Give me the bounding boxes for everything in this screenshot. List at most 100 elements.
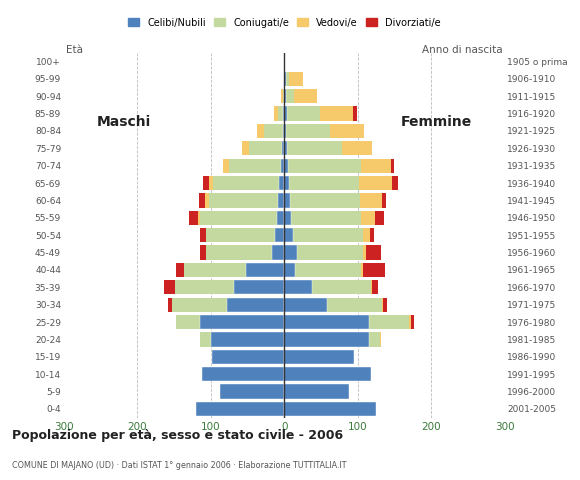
Bar <box>227 298 284 312</box>
Bar <box>264 124 282 138</box>
Bar <box>284 402 376 416</box>
Bar <box>284 315 369 329</box>
Bar <box>284 107 287 121</box>
Bar <box>286 89 295 103</box>
Bar <box>234 280 284 294</box>
Bar <box>383 298 387 312</box>
Bar <box>363 245 367 260</box>
Bar <box>220 384 284 399</box>
Bar <box>284 228 293 242</box>
Bar <box>277 211 284 225</box>
Bar <box>279 176 284 190</box>
Bar <box>200 315 284 329</box>
Bar <box>367 245 381 260</box>
Bar <box>205 193 209 207</box>
Bar <box>246 263 284 277</box>
Bar <box>168 298 172 312</box>
Bar <box>284 107 287 121</box>
Bar <box>369 332 380 347</box>
Bar <box>284 141 287 156</box>
Bar <box>200 332 211 347</box>
Bar <box>284 402 376 416</box>
Bar <box>284 263 295 277</box>
Bar <box>371 280 372 294</box>
Bar <box>289 176 359 190</box>
Bar <box>282 141 284 156</box>
Bar <box>277 211 284 225</box>
Bar <box>391 158 394 173</box>
Bar <box>295 263 361 277</box>
Bar <box>361 211 375 225</box>
Bar <box>382 298 383 312</box>
Bar <box>284 384 349 399</box>
Bar <box>284 298 327 312</box>
Bar <box>288 158 361 173</box>
Bar <box>257 124 264 138</box>
Bar <box>209 176 213 190</box>
Bar <box>172 298 227 312</box>
Bar <box>213 176 279 190</box>
Bar <box>284 384 349 399</box>
Bar <box>212 349 284 364</box>
Bar <box>281 158 284 173</box>
Bar <box>284 298 327 312</box>
Bar <box>284 280 312 294</box>
Bar <box>284 193 290 207</box>
Bar <box>284 72 286 86</box>
Bar <box>202 367 284 381</box>
Bar <box>284 367 371 381</box>
Bar <box>200 315 284 329</box>
Bar <box>331 124 364 138</box>
Bar <box>363 263 385 277</box>
Bar <box>284 228 293 242</box>
Bar <box>359 176 392 190</box>
Bar <box>284 141 287 156</box>
Bar <box>284 332 369 347</box>
Bar <box>234 280 284 294</box>
Bar <box>411 315 414 329</box>
Bar <box>289 72 303 86</box>
Bar <box>284 280 312 294</box>
Bar <box>284 158 288 173</box>
Bar <box>375 211 384 225</box>
Bar <box>284 263 295 277</box>
Bar <box>361 158 391 173</box>
Bar <box>290 193 360 207</box>
Bar <box>204 176 209 190</box>
Bar <box>284 211 291 225</box>
Bar <box>291 211 361 225</box>
Bar <box>284 367 371 381</box>
Bar <box>392 176 398 190</box>
Bar <box>200 228 205 242</box>
Bar <box>223 158 229 173</box>
Bar <box>249 141 282 156</box>
Text: Popolazione per età, sesso e stato civile - 2006: Popolazione per età, sesso e stato civil… <box>12 429 343 442</box>
Bar <box>284 211 291 225</box>
Bar <box>281 158 284 173</box>
Bar <box>183 263 246 277</box>
Bar <box>165 280 176 294</box>
Bar <box>320 107 353 121</box>
Bar <box>278 193 284 207</box>
Bar <box>353 107 357 121</box>
Bar <box>242 141 249 156</box>
Bar <box>284 315 369 329</box>
Bar <box>284 349 354 364</box>
Bar <box>284 245 297 260</box>
Bar <box>220 384 284 399</box>
Bar <box>200 211 277 225</box>
Bar <box>229 158 281 173</box>
Bar <box>370 228 374 242</box>
Bar <box>271 245 284 260</box>
Bar <box>295 89 317 103</box>
Bar <box>276 228 284 242</box>
Bar <box>282 141 284 156</box>
Bar <box>284 245 297 260</box>
Bar <box>198 211 200 225</box>
Bar <box>282 124 284 138</box>
Bar <box>284 72 286 86</box>
Bar <box>209 193 278 207</box>
Bar <box>274 107 278 121</box>
Bar <box>286 72 289 86</box>
Bar <box>246 263 284 277</box>
